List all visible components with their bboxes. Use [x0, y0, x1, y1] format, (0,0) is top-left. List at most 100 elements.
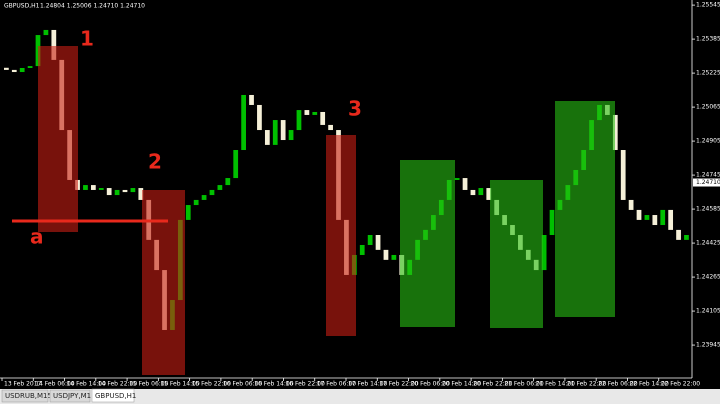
x-tick-label: 13 Feb 2017 — [4, 381, 42, 388]
candle — [320, 111, 326, 125]
green-box — [400, 160, 455, 327]
candle — [668, 209, 674, 230]
green-box — [490, 180, 543, 328]
x-tick-label: 17 Feb 06:00 — [317, 381, 357, 388]
bid-label: 1.24710 — [696, 179, 720, 186]
tab-label[interactable]: USDRUB,M15 — [5, 392, 52, 400]
candle — [130, 188, 136, 193]
candle — [264, 130, 270, 145]
candle — [652, 215, 658, 226]
symbol: GBPUSD,H1 — [4, 3, 40, 10]
quote: 1.24804 1.25006 1.24710 1.24710 — [40, 3, 145, 10]
candle — [383, 249, 389, 260]
x-tick-label: 14 Feb 14:00 — [67, 381, 107, 388]
x-tick-label: 20 Feb 06:00 — [411, 381, 451, 388]
candle — [193, 199, 199, 206]
candle — [209, 189, 215, 196]
x-tick-label: 16 Feb 22:00 — [285, 381, 325, 388]
candle — [684, 235, 689, 240]
candle — [138, 188, 144, 200]
candle — [636, 209, 642, 220]
annotation: a — [30, 225, 44, 249]
tab[interactable] — [49, 389, 91, 403]
y-tick-label: 1.25545 — [696, 2, 720, 9]
candle — [257, 104, 262, 131]
y-tick-label: 1.24105 — [696, 308, 720, 315]
y-tick-label: 1.24425 — [696, 240, 720, 247]
x-tick-label: 14 Feb 22:00 — [98, 381, 138, 388]
candle — [122, 189, 128, 193]
candle — [217, 185, 223, 190]
green-box — [555, 101, 615, 317]
x-tick-label: 20 Feb 22:00 — [473, 381, 513, 388]
candle — [612, 114, 618, 151]
candle — [676, 229, 681, 240]
x-tick-label: 17 Feb 14:00 — [348, 381, 388, 388]
candle — [233, 150, 239, 179]
candle — [280, 120, 286, 141]
x-tick-label: 16 Feb 14:00 — [254, 381, 294, 388]
x-tick-label: 15 Feb 14:00 — [160, 381, 200, 388]
y-tick-label: 1.24585 — [696, 206, 720, 213]
candle — [272, 120, 278, 145]
x-tick-label: 16 Feb 06:00 — [223, 381, 263, 388]
candle — [391, 254, 397, 260]
red-box — [38, 46, 78, 232]
x-tick-label: 22 Feb 22:00 — [661, 381, 701, 388]
candle — [312, 111, 318, 115]
candle — [620, 150, 626, 200]
candle — [114, 189, 120, 196]
candle — [98, 188, 104, 190]
annotation: 2 — [148, 150, 162, 174]
candle — [660, 209, 666, 226]
tab-bar — [0, 389, 720, 404]
x-tick-label: 15 Feb 22:00 — [192, 381, 232, 388]
tab[interactable] — [1, 389, 49, 403]
red-box — [326, 135, 356, 336]
candle — [375, 235, 381, 250]
candle — [454, 178, 460, 180]
candle — [90, 185, 96, 190]
x-tick-label: 17 Feb 22:00 — [379, 381, 419, 388]
candle — [470, 189, 476, 196]
candle — [225, 178, 231, 186]
candle — [549, 209, 555, 236]
annotation: 1 — [80, 27, 94, 51]
candle — [478, 188, 484, 196]
candle — [51, 29, 57, 60]
tab-active[interactable] — [91, 388, 135, 403]
annotation: 3 — [348, 97, 362, 121]
candle — [27, 66, 33, 68]
candle — [541, 235, 547, 271]
candle — [241, 94, 246, 151]
candle — [462, 178, 468, 190]
candle — [83, 185, 88, 190]
candle — [106, 188, 112, 196]
x-tick-label: 21 Feb 22:00 — [567, 381, 607, 388]
candle — [296, 110, 302, 131]
candle — [328, 124, 333, 131]
x-tick-label: 21 Feb 14:00 — [536, 381, 576, 388]
tab-label[interactable]: GBPUSD,H1 — [95, 392, 136, 400]
candle — [628, 199, 634, 210]
y-tick-label: 1.25065 — [696, 104, 720, 111]
candle — [4, 67, 9, 70]
y-tick-label: 1.25385 — [696, 36, 720, 43]
x-tick-label: 21 Feb 06:00 — [504, 381, 544, 388]
annotations: 1 2 3 a — [12, 27, 615, 375]
candle — [185, 205, 191, 220]
bid-marker — [693, 178, 720, 187]
candle — [367, 235, 373, 245]
candle — [304, 110, 310, 115]
candle — [43, 29, 49, 36]
candle — [486, 188, 492, 200]
candle — [359, 244, 365, 255]
y-tick-label: 1.24265 — [696, 274, 720, 281]
x-tick-label: 15 Feb 06:00 — [129, 381, 169, 388]
y-tick-label: 1.24745 — [696, 172, 720, 179]
red-box — [142, 190, 185, 375]
x-tick-label: 22 Feb 14:00 — [629, 381, 669, 388]
candle — [249, 94, 254, 105]
tab-label[interactable]: USDJPY,M1 — [53, 392, 91, 400]
